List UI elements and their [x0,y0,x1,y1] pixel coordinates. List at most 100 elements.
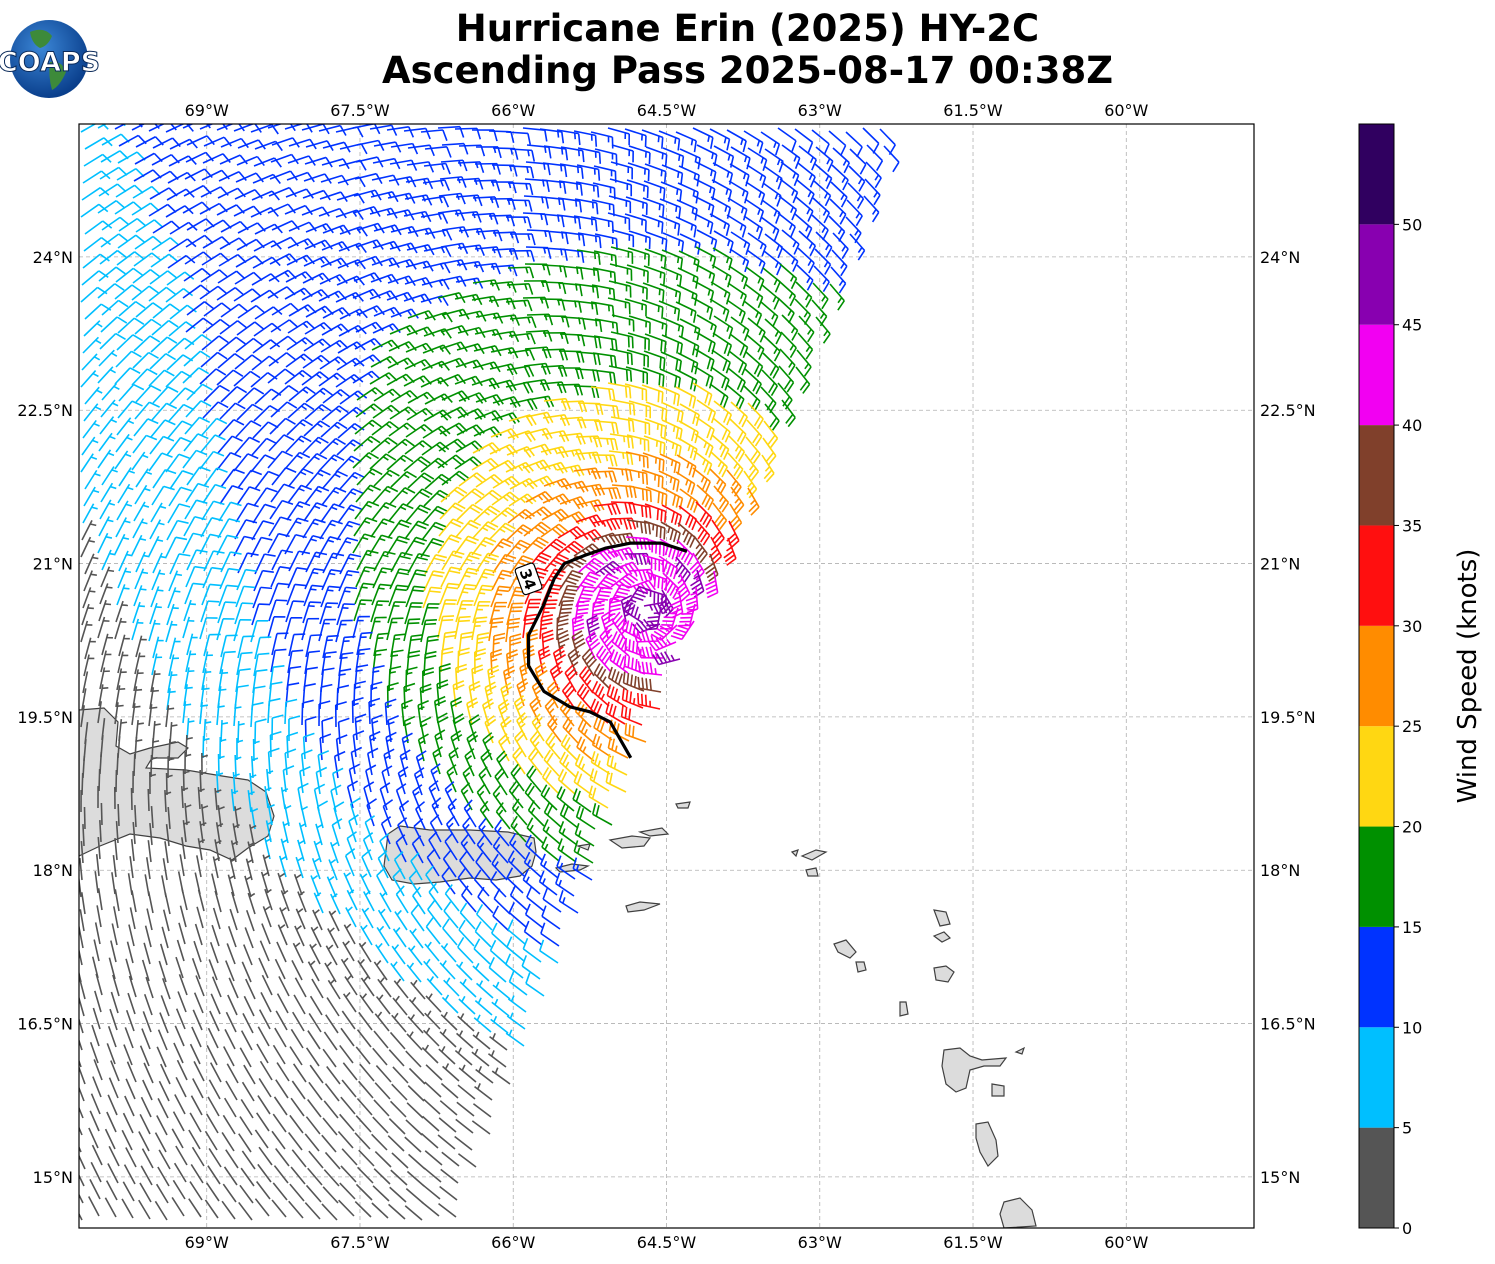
wind-barb [446,764,457,793]
wind-barb [352,451,380,469]
wind-barb [258,957,269,979]
wind-barb [188,1198,202,1218]
wind-barb [422,505,449,524]
wind-barb [185,565,206,588]
wind-barb [149,602,162,625]
wind-barb [333,801,345,830]
wind-barb [186,549,208,571]
wind-barb [573,130,598,147]
wind-barb [226,943,236,965]
wind-barb [152,220,181,234]
wind-barb [276,941,287,963]
wind-barb [252,738,260,762]
wind-barb [200,434,226,453]
wind-barb [156,1046,167,1068]
wind-barb [118,467,135,487]
wind-barb [863,195,880,223]
wind-barb [743,300,763,326]
wind-barb [441,1151,460,1167]
wind-barb [376,867,388,896]
axis-tick-labels: 69°W69°W67.5°W67.5°W66°W66°W64.5°W64.5°W… [17,101,1315,1252]
wind-barb [455,277,484,289]
wind-barb [203,136,232,147]
wind-barb [620,705,643,726]
wind-barb [235,172,264,183]
wind-barb [322,224,351,235]
wind-barb [423,162,451,175]
wind-barb [513,695,526,724]
wind-barb [149,687,159,710]
wind-barb [355,1115,372,1133]
wind-barb [516,712,528,741]
wind-barb [390,142,419,155]
wind-barb [556,129,581,146]
wind-barb [581,648,598,677]
wind-barb [644,333,667,353]
wind-barb [560,734,578,761]
wind-barb [780,331,797,359]
wind-barb [383,748,395,777]
wind-barb [328,910,340,932]
wind-barb [295,908,306,930]
wind-barb [212,907,221,930]
lon-tick-label: 69°W [185,1233,229,1252]
wind-barb [457,1084,476,1100]
wind-barb [94,922,101,945]
wind-barb [202,651,213,674]
vieques-land [554,863,591,873]
wind-barb [426,976,443,996]
wind-barb [97,701,102,724]
wind-barb [438,599,457,622]
wind-barb [556,214,582,230]
wind-barb [101,549,116,571]
wind-barb [79,1017,84,1034]
wind-barb [522,378,551,392]
wind-barb [116,584,130,606]
wind-barb [507,508,535,524]
wind-barb [160,1063,171,1085]
wind-barb [490,870,507,898]
wind-barb [97,449,115,469]
wind-barb [438,1045,456,1065]
wind-barb [175,1008,186,1030]
wind-barb [230,891,239,914]
wind-barb [406,1102,424,1119]
wind-barb [287,155,316,166]
wind-barb [798,145,817,171]
wind-barb [182,820,190,843]
colorbar-tick-label: 45 [1402,316,1422,335]
wind-barb [322,1117,338,1136]
wind-barb [90,1161,102,1183]
wind-barb [493,888,511,915]
wind-barb [423,1098,441,1115]
colorbar-tick-label: 25 [1402,717,1422,736]
wind-barb [257,1095,271,1115]
wind-barb [390,551,413,573]
wind-barb [491,1067,511,1085]
wind-barb [304,568,326,590]
wind-barb [408,996,425,1017]
wind-barb [250,372,278,388]
wind-barb [577,232,602,249]
wind-barb [92,1076,102,1098]
wind-barb [215,770,224,794]
wind-barb [642,282,665,302]
wind-barb [277,872,286,895]
wind-barb [457,567,480,589]
wind-barb [372,157,401,170]
wind-barb [507,182,534,196]
wind-barb [118,550,133,572]
wind-barb [356,387,385,401]
wind-barb [373,1099,390,1117]
wind-barb [596,645,612,673]
wind-barb [389,1100,407,1118]
wind-barb [97,532,113,554]
wind-barb [711,434,730,460]
wind-barb [355,239,384,250]
wind-barb [313,840,322,863]
wind-barb [116,417,135,436]
wind-barb [506,602,524,626]
wind-barb [202,153,231,164]
wind-barb [302,601,322,624]
wind-barb [266,769,274,792]
